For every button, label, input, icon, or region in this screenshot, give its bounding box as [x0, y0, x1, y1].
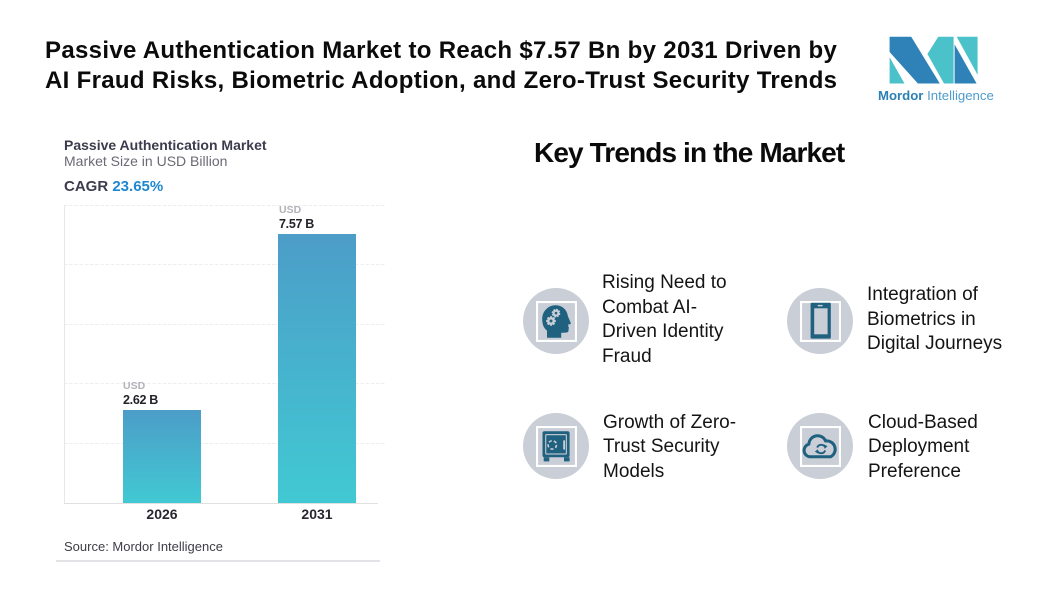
- svg-text:Mordor Intelligence: Mordor Intelligence: [878, 88, 994, 103]
